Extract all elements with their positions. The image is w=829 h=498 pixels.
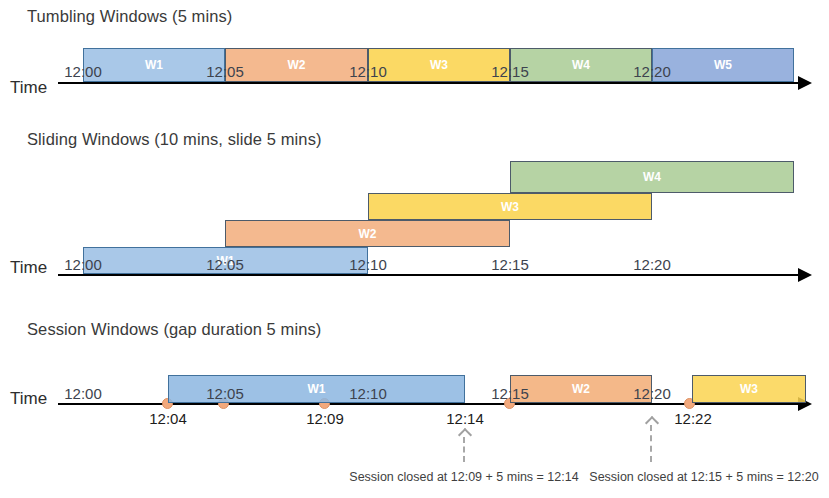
axis-tick: 12:05 (193, 63, 257, 80)
sliding-window-w3: W3 (368, 193, 652, 220)
window-label: W1 (308, 382, 326, 396)
session-close-annotation: Session closed at 12:15 + 5 mins = 12:20 (584, 470, 824, 484)
event-time-label: 12:09 (290, 410, 360, 427)
session-close-arrow (463, 437, 465, 462)
session-close-annotation: Session closed at 12:09 + 5 mins = 12:14 (344, 470, 584, 484)
window-label: W2 (288, 58, 306, 72)
axis-tick: 12:05 (193, 256, 257, 273)
time-axis (58, 82, 800, 84)
axis-tick: 12:00 (51, 385, 115, 402)
axis-tick: 12:10 (336, 63, 400, 80)
axis-arrow-icon (798, 76, 812, 90)
up-arrow-icon (645, 416, 659, 430)
stream-windowing-diagram: Tumbling Windows (5 mins) Time W1 W2 W3 … (0, 0, 829, 498)
window-label: W3 (740, 382, 758, 396)
axis-tick: 12:15 (478, 63, 542, 80)
time-axis-label: Time (10, 389, 47, 409)
session-window-w3: W3 (692, 375, 806, 403)
window-label: W2 (572, 382, 590, 396)
time-axis-label: Time (10, 258, 47, 278)
event-time-label: 12:22 (658, 410, 728, 427)
axis-tick: 12:15 (478, 385, 542, 402)
session-title: Session Windows (gap duration 5 mins) (27, 320, 321, 339)
window-label: W4 (572, 58, 590, 72)
up-arrow-icon (458, 428, 472, 442)
tumbling-title: Tumbling Windows (5 mins) (27, 7, 232, 26)
time-axis-label: Time (10, 78, 47, 98)
axis-tick: 12:20 (620, 256, 684, 273)
event-time-label: 12:04 (133, 410, 203, 427)
window-label: W4 (643, 170, 661, 184)
axis-arrow-icon (798, 268, 812, 282)
window-label: W3 (501, 200, 519, 214)
window-label: W5 (714, 58, 732, 72)
axis-tick: 12:10 (336, 256, 400, 273)
axis-tick: 12:00 (51, 63, 115, 80)
axis-tick: 12:10 (336, 385, 400, 402)
window-label: W1 (145, 58, 163, 72)
session-close-arrow (650, 425, 652, 462)
axis-tick: 12:00 (51, 256, 115, 273)
event-time-label: 12:14 (430, 410, 500, 427)
sliding-title: Sliding Windows (10 mins, slide 5 mins) (27, 130, 322, 149)
axis-tick: 12:20 (620, 385, 684, 402)
axis-tick: 12:15 (478, 256, 542, 273)
window-label: W2 (359, 227, 377, 241)
sliding-window-w4: W4 (510, 161, 794, 193)
window-label: W3 (430, 58, 448, 72)
sliding-window-w2: W2 (225, 220, 510, 247)
axis-tick: 12:20 (620, 63, 684, 80)
time-axis (58, 274, 800, 276)
axis-tick: 12:05 (193, 385, 257, 402)
